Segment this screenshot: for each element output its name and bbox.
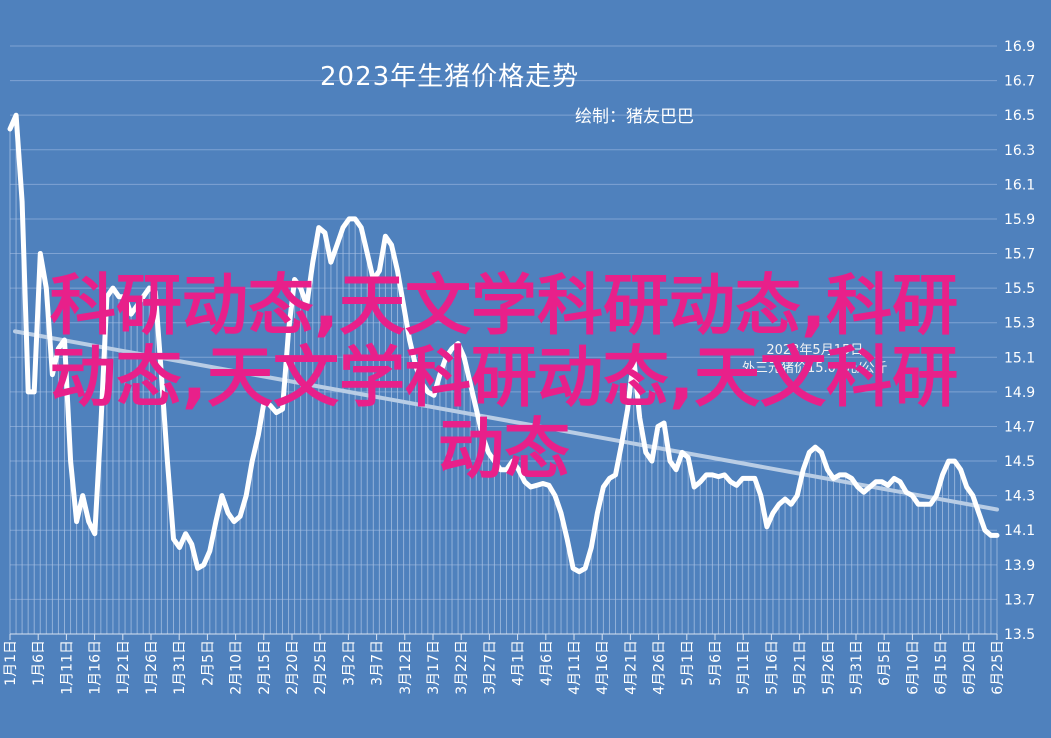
x-tick-label: 4月6日 xyxy=(539,640,555,686)
x-tick-label: 5月31日 xyxy=(849,640,865,695)
watermark-line-3: 动态 xyxy=(4,414,1004,486)
y-tick-label: 14.1 xyxy=(1004,523,1035,539)
x-tick-label: 3月22日 xyxy=(454,640,470,695)
watermark-overlay: 科研动态,天文学科研动态,科研 动态,天文学科研动态,天文科研 动态 xyxy=(4,270,1004,486)
y-tick-label: 15.5 xyxy=(1004,281,1035,297)
x-tick-label: 2月15日 xyxy=(257,640,273,695)
y-tick-label: 13.9 xyxy=(1004,558,1035,574)
x-tick-label: 5月21日 xyxy=(793,640,809,695)
x-tick-label: 4月1日 xyxy=(511,640,527,686)
x-tick-label: 3月27日 xyxy=(482,640,498,695)
y-tick-label: 16.7 xyxy=(1004,74,1035,90)
x-tick-label: 5月26日 xyxy=(821,640,837,695)
x-tick-label: 5月16日 xyxy=(764,640,780,695)
x-tick-label: 2月25日 xyxy=(313,640,329,695)
chart-subtitle: 绘制：猪友巴巴 xyxy=(575,102,694,127)
x-tick-label: 4月21日 xyxy=(623,640,639,695)
x-tick-label: 1月21日 xyxy=(116,640,132,695)
x-tick-label: 1月26日 xyxy=(144,640,160,695)
y-tick-label: 13.7 xyxy=(1004,592,1035,608)
x-tick-label: 6月10日 xyxy=(905,640,921,695)
x-tick-label: 3月17日 xyxy=(426,640,442,695)
y-tick-label: 16.1 xyxy=(1004,177,1035,193)
x-tick-label: 6月15日 xyxy=(934,640,950,695)
x-tick-label: 2月20日 xyxy=(285,640,301,695)
x-tick-label: 5月1日 xyxy=(680,640,696,686)
x-tick-label: 1月16日 xyxy=(88,640,104,695)
y-tick-label: 15.1 xyxy=(1004,350,1035,366)
x-tick-label: 4月26日 xyxy=(652,640,668,695)
y-tick-label: 16.9 xyxy=(1004,39,1035,55)
x-tick-label: 1月11日 xyxy=(59,640,75,695)
x-tick-label: 3月2日 xyxy=(341,640,357,686)
y-tick-label: 14.7 xyxy=(1004,419,1035,435)
y-tick-label: 14.5 xyxy=(1004,454,1035,470)
x-tick-label: 3月7日 xyxy=(370,640,386,686)
x-tick-label: 1月31日 xyxy=(172,640,188,695)
y-tick-label: 14.9 xyxy=(1004,385,1035,401)
y-tick-label: 15.9 xyxy=(1004,212,1035,228)
y-tick-label: 16.5 xyxy=(1004,108,1035,124)
x-tick-label: 2月5日 xyxy=(200,640,216,686)
y-tick-label: 15.7 xyxy=(1004,247,1035,263)
x-tick-label: 4月11日 xyxy=(567,640,583,695)
x-tick-label: 2月10日 xyxy=(229,640,245,695)
x-tick-label: 6月20日 xyxy=(962,640,978,695)
x-tick-label: 6月25日 xyxy=(990,640,1006,695)
y-tick-label: 16.3 xyxy=(1004,143,1035,159)
y-tick-label: 14.3 xyxy=(1004,489,1035,505)
x-tick-label: 1月6日 xyxy=(31,640,47,686)
x-tick-label: 6月5日 xyxy=(877,640,893,686)
x-tick-label: 4月16日 xyxy=(595,640,611,695)
x-tick-label: 3月12日 xyxy=(398,640,414,695)
y-tick-label: 15.3 xyxy=(1004,316,1035,332)
chart-title: 2023年生猪价格走势 xyxy=(320,56,579,93)
x-tick-label: 1月1日 xyxy=(3,640,19,686)
x-tick-label: 5月6日 xyxy=(708,640,724,686)
watermark-line-2: 动态,天文学科研动态,天文科研 xyxy=(4,342,1004,414)
watermark-line-1: 科研动态,天文学科研动态,科研 xyxy=(4,270,1004,342)
x-tick-label: 5月11日 xyxy=(736,640,752,695)
y-tick-label: 13.5 xyxy=(1004,627,1035,643)
